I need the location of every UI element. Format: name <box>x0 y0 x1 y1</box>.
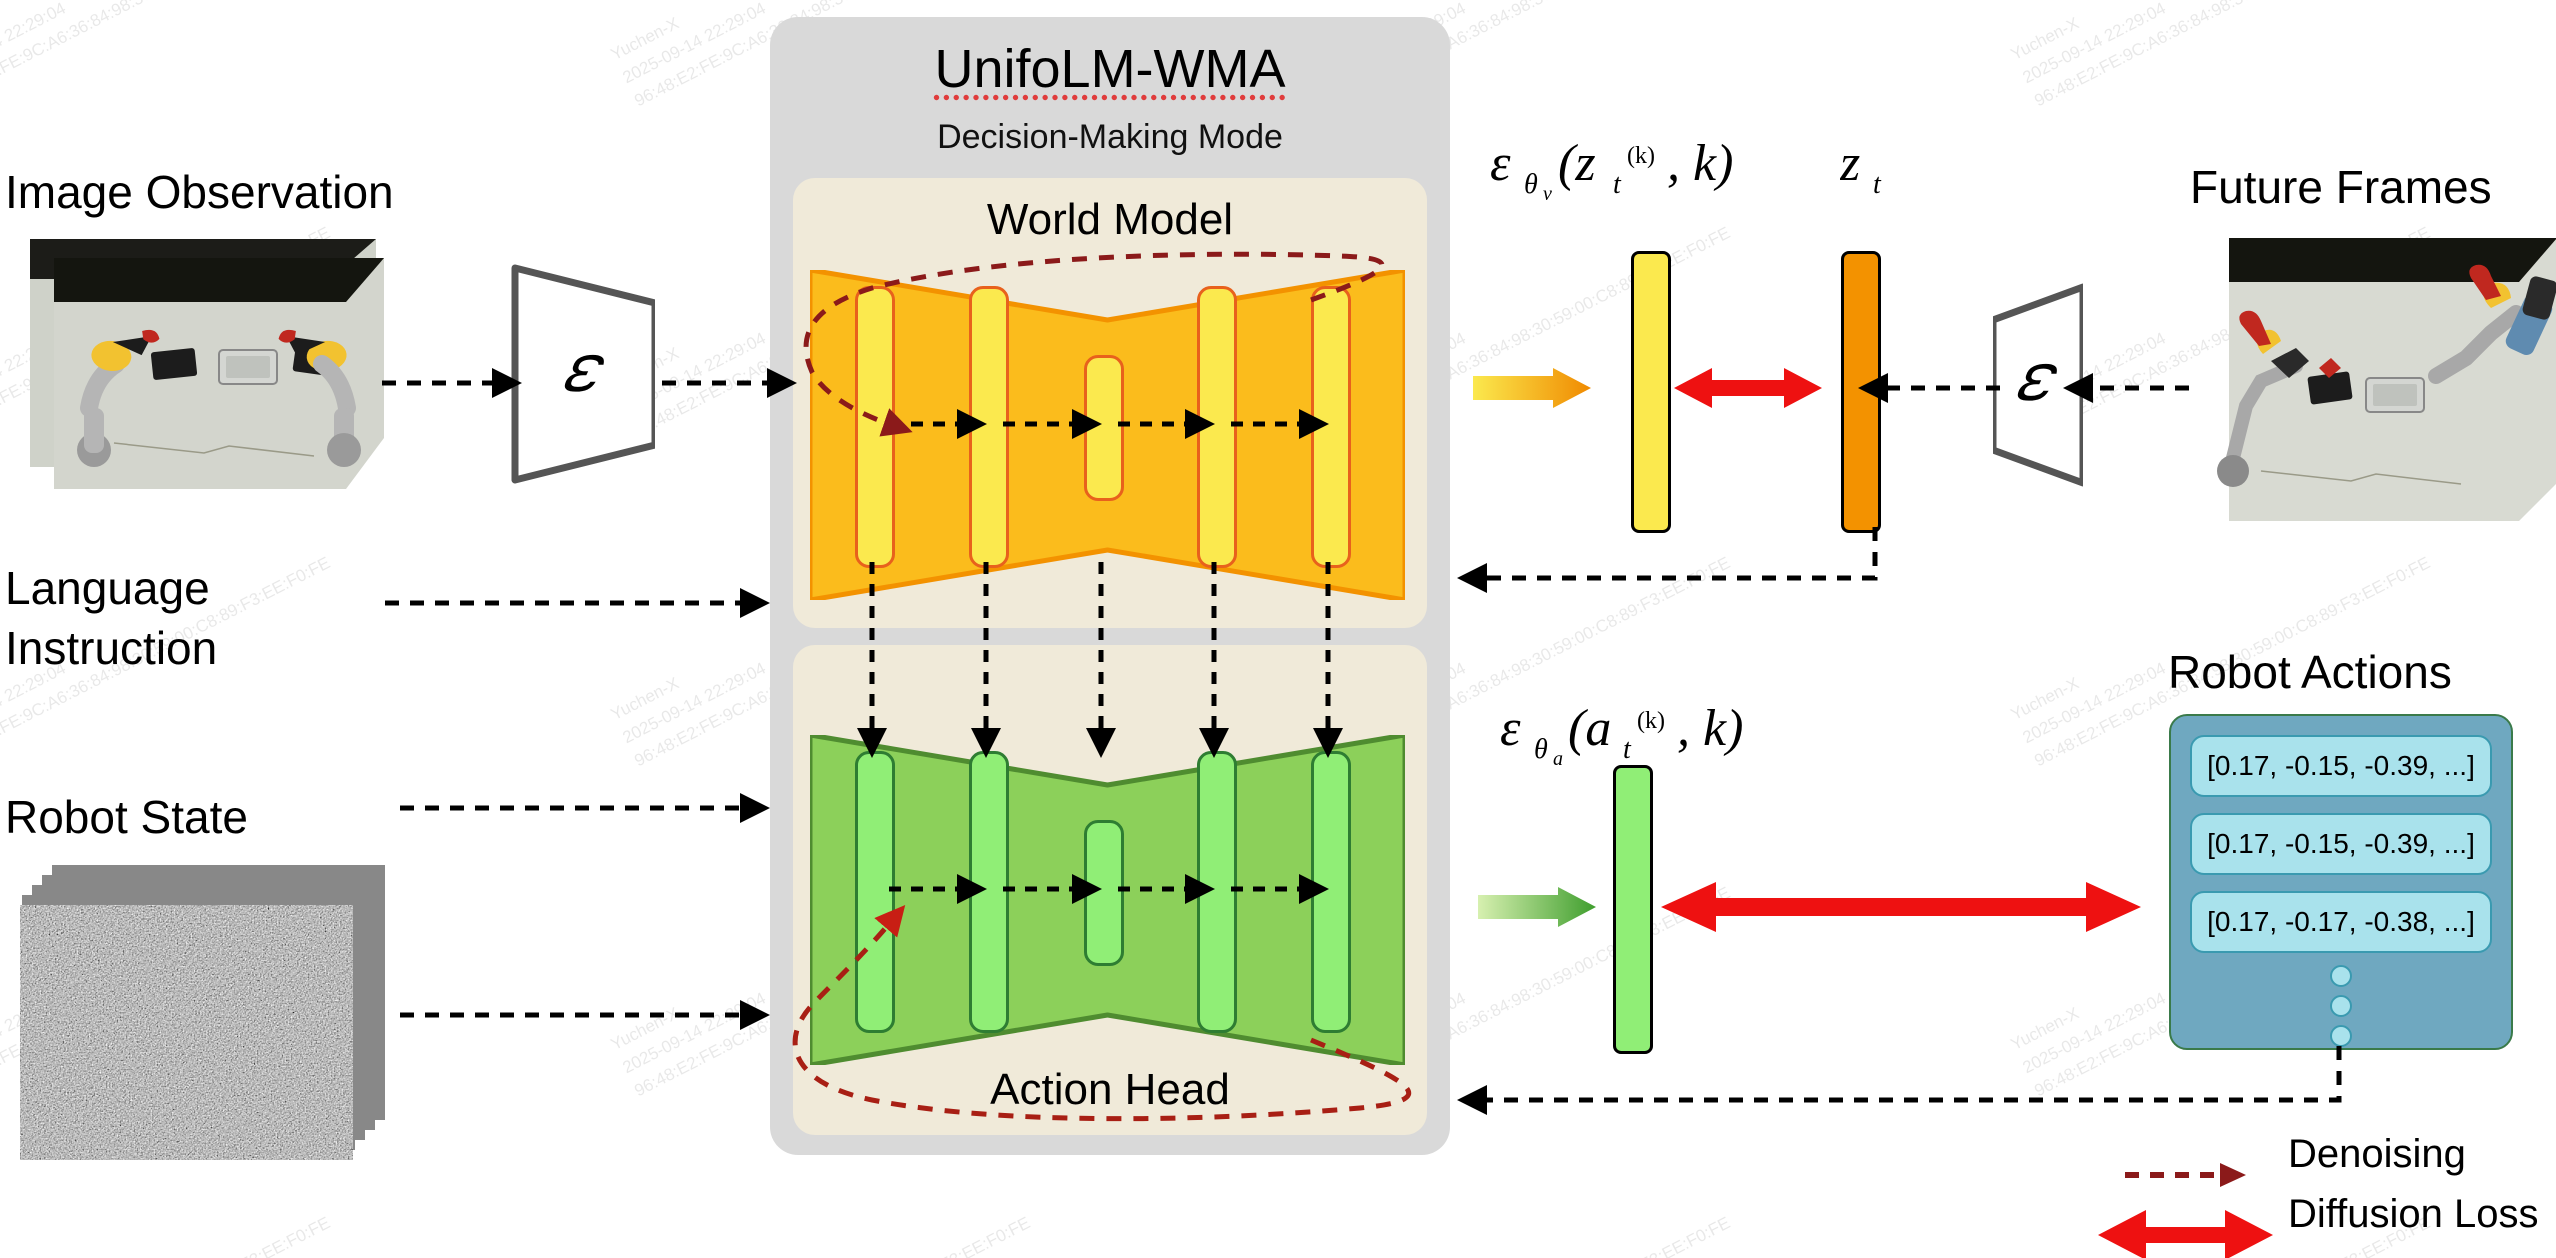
svg-text:ε: ε <box>1490 135 1511 192</box>
svg-text:ε: ε <box>1500 700 1521 757</box>
svg-text:(a: (a <box>1568 700 1611 757</box>
svg-text:t: t <box>1623 734 1632 765</box>
svg-text:(k): (k) <box>1637 708 1665 734</box>
svg-text:θ: θ <box>1524 169 1538 200</box>
svg-text:t: t <box>1613 169 1622 200</box>
svg-text:a: a <box>1553 748 1563 770</box>
svg-text:(k): (k) <box>1627 143 1655 169</box>
svg-text:, k): , k) <box>1667 135 1733 192</box>
svg-text:z: z <box>1840 135 1860 192</box>
svg-text:θ: θ <box>1534 734 1548 765</box>
svg-text:(z: (z <box>1558 135 1596 192</box>
svg-text:t: t <box>1873 169 1882 200</box>
svg-text:v: v <box>1543 183 1552 205</box>
svg-text:, k): , k) <box>1677 700 1743 757</box>
